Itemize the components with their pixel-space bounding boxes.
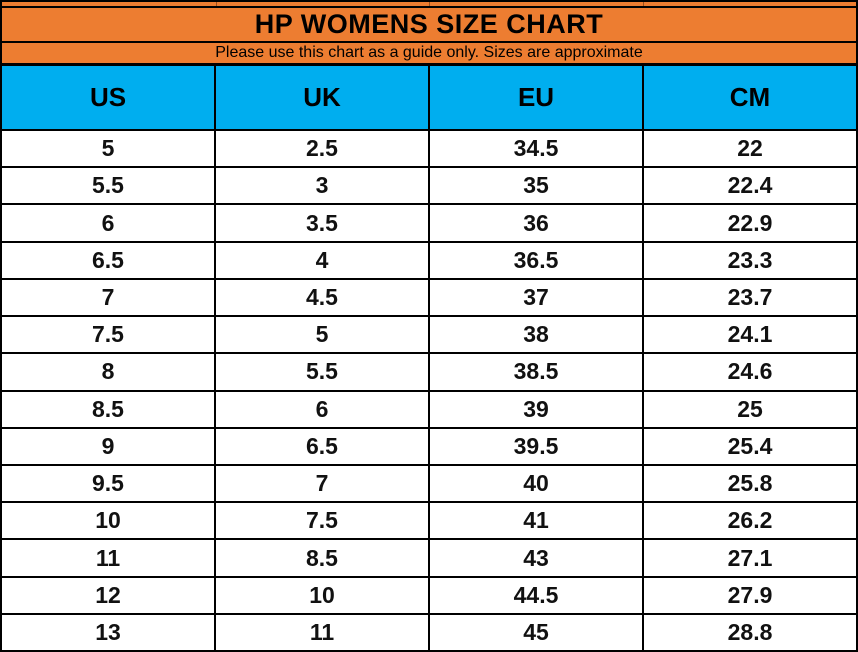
column-header: US <box>2 66 216 129</box>
table-cell: 23.7 <box>727 283 773 310</box>
table-cell: 27.9 <box>727 581 773 608</box>
table-cell: 22.4 <box>727 172 773 199</box>
table-cell: 43 <box>430 540 644 576</box>
subtitle-band: Please use this chart as a guide only. S… <box>2 43 856 66</box>
table-cell: 6 <box>2 205 216 241</box>
table-row: 6 3.5 36 22.9 <box>2 205 856 243</box>
table-cell: 5.5 <box>2 168 216 204</box>
table-cell: 4 <box>216 242 430 278</box>
table-cell: 25.8 <box>727 470 773 497</box>
table-cell: 8.5 <box>2 391 216 427</box>
table-cell: 3.5 <box>216 205 430 241</box>
table-row: 6.5 4 36.5 23.3 <box>2 242 856 280</box>
table-cell: 10 <box>2 503 216 539</box>
table-cell: 40 <box>430 465 644 502</box>
table-cell: 28.8 <box>727 618 773 645</box>
table-cell: 38.5 <box>430 354 644 390</box>
table-row: 11 8.5 43 27.1 <box>2 540 856 578</box>
top-grid-strip <box>2 2 856 8</box>
table-row: 10 7.5 41 26.2 <box>2 503 856 541</box>
table-row: 5.5 3 35 22.4 <box>2 168 856 206</box>
table-cell: 12 <box>2 577 216 613</box>
table-cell: 6 <box>216 391 430 427</box>
table-cell: 7 <box>2 279 216 316</box>
table-cell: 4.5 <box>216 279 430 316</box>
table-cell: 38 <box>430 317 644 353</box>
table-cell: 45 <box>430 614 644 651</box>
table-cell: 5 <box>216 317 430 353</box>
table-cell: 27.1 <box>727 544 773 571</box>
table-cell: 36 <box>430 205 644 241</box>
table-row: 9 6.5 39.5 25.4 <box>2 428 856 466</box>
table-cell: 7.5 <box>2 317 216 353</box>
table-row: 9.5 7 40 25.8 <box>2 465 856 504</box>
table-cell: 8.5 <box>216 540 430 576</box>
table-cell: 25.4 <box>727 432 773 459</box>
table-cell: 11 <box>216 614 430 651</box>
column-header: EU <box>430 66 644 129</box>
table-cell: 24.1 <box>727 321 773 348</box>
table-cell: 6.5 <box>216 428 430 464</box>
header-row: US UK EU CM <box>2 66 856 131</box>
table-row: 12 10 44.5 27.9 <box>2 577 856 615</box>
table-cell: 39 <box>430 391 644 427</box>
table-cell: 41 <box>430 503 644 539</box>
title-band: HP WOMENS SIZE CHART <box>2 8 856 43</box>
table-cell: 8 <box>2 354 216 390</box>
disclaimer-text: Please use this chart as a guide only. S… <box>215 44 643 61</box>
table-row: 7 4.5 37 23.7 <box>2 279 856 318</box>
table-cell: 2.5 <box>216 131 430 167</box>
table-cell: 7.5 <box>216 503 430 539</box>
table-cell: 3 <box>216 168 430 204</box>
grid-tick <box>429 2 430 6</box>
table-cell: 23.3 <box>727 246 773 273</box>
table-body: 5 2.5 34.5 22 5.5 3 35 22.4 6 3.5 36 22.9 6.5 4 36.5 23… <box>2 131 856 651</box>
column-header: UK <box>216 66 430 129</box>
table-cell: 39.5 <box>430 428 644 464</box>
table-cell: 5.5 <box>216 354 430 390</box>
table-cell: 6.5 <box>2 242 216 278</box>
table-cell: 11 <box>2 540 216 576</box>
page-title: HP WOMENS SIZE CHART <box>254 9 604 39</box>
table-cell: 36.5 <box>430 242 644 278</box>
table-cell: 34.5 <box>430 131 644 167</box>
table-row: 5 2.5 34.5 22 <box>2 131 856 169</box>
column-header: CM <box>729 82 771 112</box>
table-cell: 9 <box>2 428 216 464</box>
table-row: 8 5.5 38.5 24.6 <box>2 354 856 392</box>
table-cell: 10 <box>216 577 430 613</box>
grid-tick <box>642 2 644 6</box>
table-cell: 25 <box>737 395 763 422</box>
grid-tick <box>215 2 217 6</box>
table-cell: 13 <box>2 614 216 651</box>
table-cell: 26.2 <box>727 507 773 534</box>
table-row: 7.5 5 38 24.1 <box>2 317 856 355</box>
table-cell: 5 <box>2 131 216 167</box>
table-row: 8.5 6 39 25 <box>2 391 856 429</box>
table-cell: 22.9 <box>727 209 773 236</box>
table-cell: 22 <box>737 135 763 162</box>
table-cell: 44.5 <box>430 577 644 613</box>
table-row: 13 11 45 28.8 <box>2 614 856 651</box>
table-cell: 24.6 <box>727 358 773 385</box>
table-cell: 7 <box>216 465 430 502</box>
table-cell: 35 <box>430 168 644 204</box>
table-cell: 9.5 <box>2 465 216 502</box>
table-cell: 37 <box>430 279 644 316</box>
